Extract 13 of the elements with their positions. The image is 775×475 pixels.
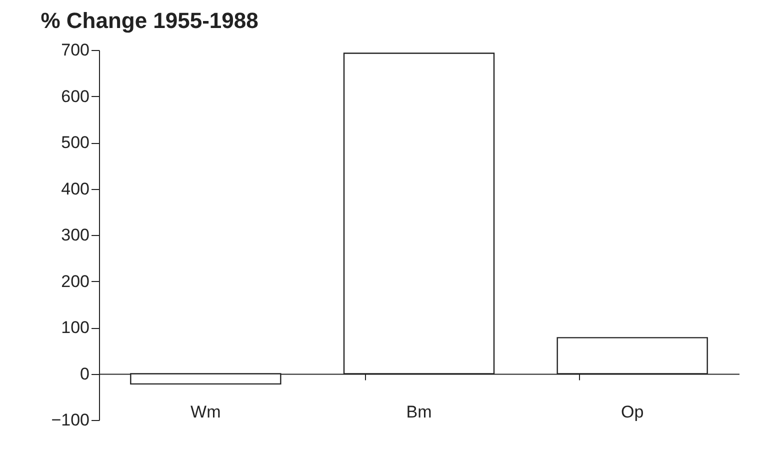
y-tick-label: 600 (61, 86, 90, 106)
y-tick-label: 0 (80, 364, 90, 384)
y-tick-label: 400 (61, 179, 90, 198)
chart-title: % Change 1955-1988 (40, 8, 258, 33)
y-tick-label: 300 (61, 226, 90, 244)
y-tick-label: 100 (61, 318, 90, 337)
x-tick-label: Bm (406, 402, 432, 422)
x-tick-label: Op (620, 402, 644, 422)
y-tick-label: 500 (61, 133, 90, 152)
y-tick-label: 200 (61, 272, 90, 291)
x-tick-label: Wm (190, 402, 221, 422)
y-tick-label: −100 (51, 410, 90, 430)
y-tick-label: 700 (61, 40, 90, 60)
